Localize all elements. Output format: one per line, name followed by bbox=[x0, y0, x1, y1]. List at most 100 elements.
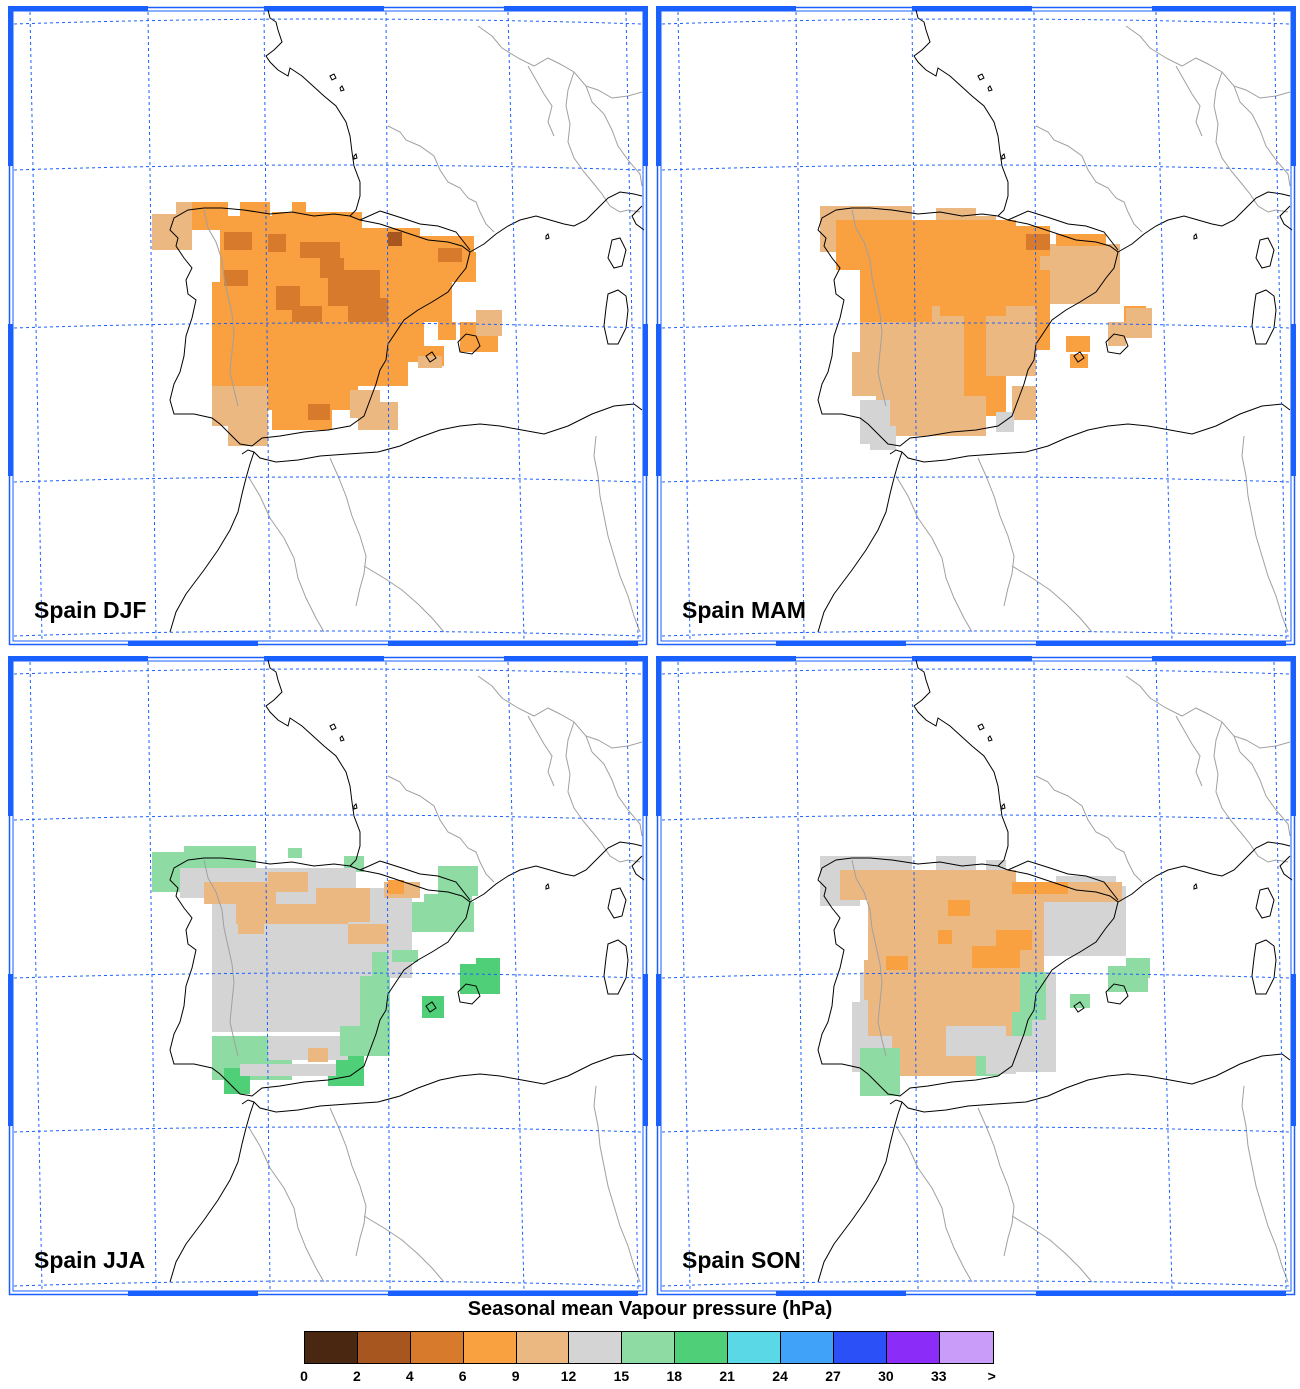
country-border bbox=[1249, 193, 1289, 213]
island-coastline bbox=[977, 723, 985, 731]
island-coastline bbox=[1193, 883, 1198, 890]
grid-cell bbox=[272, 212, 362, 232]
colorbar-tick-label: 33 bbox=[931, 1368, 947, 1384]
graticule-meridian bbox=[263, 661, 271, 1291]
frame-tick-bottom bbox=[128, 1291, 258, 1296]
graticule-meridian bbox=[1033, 661, 1039, 1291]
coastline bbox=[265, 9, 361, 217]
frame-tick-bottom bbox=[1036, 641, 1286, 646]
coastline bbox=[889, 1099, 903, 1105]
graticule-parallel bbox=[661, 18, 1291, 25]
colorbar-swatch bbox=[939, 1332, 993, 1363]
grid-cell bbox=[936, 856, 976, 872]
grid-cell bbox=[388, 232, 402, 246]
graticule-meridian bbox=[1033, 11, 1039, 641]
island-coastline bbox=[1105, 333, 1129, 355]
graticule-parallel bbox=[13, 1126, 643, 1133]
country-border bbox=[1213, 721, 1251, 845]
grid-cell bbox=[1070, 994, 1090, 1008]
grid-cell bbox=[1012, 386, 1036, 420]
island-coastline bbox=[545, 233, 550, 240]
country-border bbox=[585, 735, 643, 749]
island-coastline bbox=[1193, 233, 1198, 240]
country-border bbox=[477, 675, 593, 753]
frame-tick-top bbox=[912, 6, 1032, 11]
grid-cell bbox=[1020, 972, 1046, 1020]
data-cells bbox=[152, 202, 502, 446]
frame-tick-left bbox=[8, 324, 13, 476]
grid-cell bbox=[224, 270, 248, 286]
frame-tick-left bbox=[656, 6, 661, 166]
grid-cell bbox=[228, 426, 268, 446]
frame-tick-bottom bbox=[776, 1291, 906, 1296]
colorbar-swatch bbox=[728, 1332, 782, 1363]
island-coastline bbox=[1073, 1001, 1085, 1013]
colorbar-tick-label: 24 bbox=[772, 1368, 788, 1384]
grid-cell bbox=[212, 386, 268, 426]
coastline bbox=[469, 191, 643, 253]
island-coastline bbox=[607, 887, 627, 919]
panel-label: Spain MAM bbox=[682, 597, 806, 623]
grid-cell bbox=[192, 202, 228, 216]
island-coastline bbox=[603, 939, 629, 995]
grid-cell bbox=[972, 946, 1020, 968]
graticule-parallel bbox=[661, 630, 1291, 637]
grid-cell bbox=[1012, 882, 1068, 894]
country-border bbox=[1011, 565, 1093, 633]
frame-tick-top bbox=[656, 656, 796, 661]
grid-cell bbox=[840, 870, 1016, 900]
graticule-meridian bbox=[677, 11, 691, 641]
island-coastline bbox=[1001, 153, 1006, 160]
graticule-parallel bbox=[661, 1126, 1291, 1133]
island-coastline bbox=[987, 735, 993, 742]
country-border bbox=[1233, 85, 1291, 99]
country-border bbox=[387, 775, 495, 883]
coastline bbox=[1007, 210, 1119, 251]
grid-cell bbox=[308, 404, 330, 420]
graticule-meridian bbox=[385, 11, 391, 641]
graticule-meridian bbox=[507, 11, 525, 641]
graticule-parallel bbox=[661, 164, 1291, 171]
island-coastline bbox=[987, 85, 993, 92]
island-coastline bbox=[339, 735, 345, 742]
colorbar-swatch bbox=[463, 1332, 517, 1363]
country-border bbox=[329, 457, 367, 607]
map-jja bbox=[8, 656, 648, 1296]
frame-tick-top bbox=[8, 656, 148, 661]
coastline bbox=[359, 860, 471, 901]
colorbar-swatch bbox=[357, 1332, 411, 1363]
frame-tick-bottom bbox=[388, 1291, 638, 1296]
grid-cell bbox=[292, 306, 322, 322]
colorbar-tick-label: 15 bbox=[613, 1368, 630, 1384]
island-coastline bbox=[329, 73, 337, 81]
frame-tick-bottom bbox=[388, 641, 638, 646]
frame-tick-bottom bbox=[1036, 1291, 1286, 1296]
data-cells bbox=[152, 846, 500, 1094]
grid-cell bbox=[438, 322, 456, 340]
grid-cell bbox=[1108, 322, 1126, 346]
country-border bbox=[1175, 715, 1203, 787]
island-coastline bbox=[353, 803, 358, 810]
country-border bbox=[1239, 751, 1291, 837]
graticule-meridian bbox=[507, 661, 525, 1291]
coastline bbox=[1117, 191, 1291, 253]
grid-cell bbox=[938, 930, 952, 944]
colorbar-tick-label: 18 bbox=[666, 1368, 683, 1384]
grid-cell bbox=[348, 298, 388, 322]
colorbar-tick-label: 4 bbox=[405, 1368, 414, 1384]
island-coastline bbox=[329, 723, 337, 731]
country-border bbox=[601, 193, 641, 213]
grid-cell bbox=[316, 888, 370, 922]
legend-title: Seasonal mean Vapour pressure (hPa) bbox=[467, 1298, 833, 1320]
country-border bbox=[591, 101, 643, 187]
data-cells bbox=[820, 206, 1152, 450]
graticule-meridian bbox=[911, 661, 919, 1291]
coastline bbox=[1279, 855, 1293, 881]
graticule-parallel bbox=[13, 476, 643, 483]
data-cells bbox=[820, 856, 1150, 1096]
grid-cell bbox=[476, 310, 502, 336]
grid-cell bbox=[212, 322, 424, 362]
colorbar-ticks: 0 2 4 6 9 12 15 18 21 24 27 30 33 > bbox=[300, 1368, 996, 1388]
graticule-parallel bbox=[13, 322, 643, 329]
graticule-meridian bbox=[1273, 11, 1287, 641]
